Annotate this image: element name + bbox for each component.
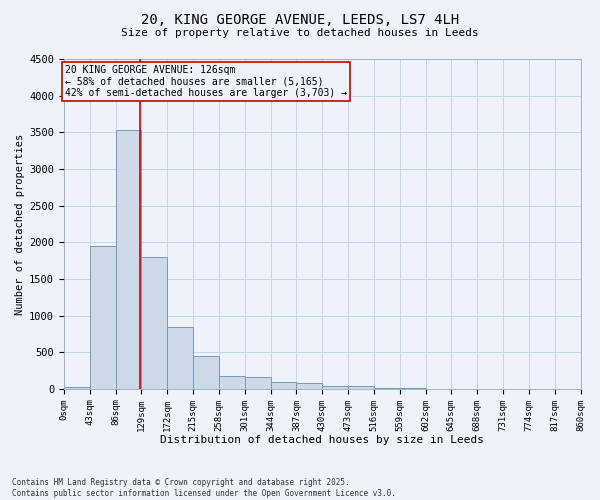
Bar (90, 246, 116, 389)
Bar (64, 386, 90, 389)
Text: 20, KING GEORGE AVENUE, LEEDS, LS7 4LH: 20, KING GEORGE AVENUE, LEEDS, LS7 4LH (141, 12, 459, 26)
Bar (322, 386, 348, 389)
Bar (271, 382, 296, 389)
X-axis label: Distribution of detached houses by size in Leeds: Distribution of detached houses by size … (160, 435, 484, 445)
Text: Contains HM Land Registry data © Crown copyright and database right 2025.
Contai: Contains HM Land Registry data © Crown c… (12, 478, 396, 498)
Text: 20 KING GEORGE AVENUE: 126sqm
← 58% of detached houses are smaller (5,165)
42% o: 20 KING GEORGE AVENUE: 126sqm ← 58% of d… (65, 65, 347, 98)
Bar (167, 326, 193, 389)
Bar (219, 376, 245, 389)
Bar (116, 130, 142, 389)
Bar (296, 383, 322, 389)
Y-axis label: Number of detached properties: Number of detached properties (15, 134, 25, 314)
Text: Size of property relative to detached houses in Leeds: Size of property relative to detached ho… (121, 28, 479, 38)
Bar (193, 356, 219, 389)
Bar (348, 386, 374, 389)
Bar (142, 257, 167, 389)
Bar (245, 377, 271, 389)
